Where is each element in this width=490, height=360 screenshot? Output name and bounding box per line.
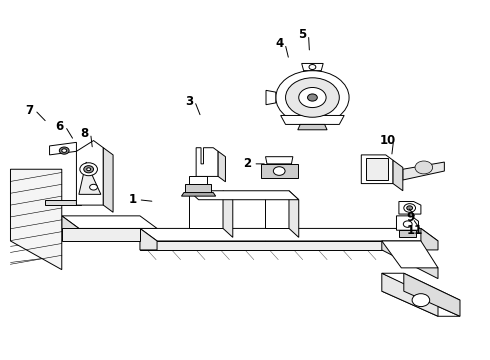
Text: 6: 6: [55, 120, 63, 133]
Circle shape: [407, 206, 413, 210]
Polygon shape: [79, 162, 101, 194]
Circle shape: [273, 167, 285, 175]
Polygon shape: [404, 273, 460, 316]
Polygon shape: [266, 90, 276, 105]
Polygon shape: [218, 151, 225, 182]
Polygon shape: [10, 169, 62, 270]
Polygon shape: [140, 241, 421, 250]
Circle shape: [62, 149, 67, 152]
Polygon shape: [76, 140, 103, 205]
Polygon shape: [382, 241, 438, 279]
Polygon shape: [382, 241, 438, 268]
Polygon shape: [396, 216, 418, 230]
Polygon shape: [302, 63, 323, 71]
Polygon shape: [49, 142, 76, 155]
Circle shape: [59, 147, 69, 154]
Polygon shape: [382, 273, 460, 300]
Text: 5: 5: [298, 28, 307, 41]
Polygon shape: [403, 162, 444, 180]
Polygon shape: [281, 116, 344, 125]
Polygon shape: [382, 291, 460, 316]
Polygon shape: [289, 191, 299, 237]
Polygon shape: [62, 216, 157, 228]
Circle shape: [415, 161, 433, 174]
Polygon shape: [181, 193, 216, 196]
Text: 1: 1: [128, 193, 137, 206]
Polygon shape: [196, 148, 218, 176]
Circle shape: [84, 166, 94, 173]
Polygon shape: [189, 191, 299, 200]
Circle shape: [80, 163, 98, 176]
Polygon shape: [399, 202, 421, 214]
Polygon shape: [393, 160, 403, 191]
Polygon shape: [261, 164, 298, 178]
Circle shape: [403, 221, 412, 227]
Polygon shape: [366, 158, 388, 180]
Polygon shape: [266, 157, 293, 164]
Polygon shape: [298, 125, 327, 130]
Polygon shape: [265, 191, 289, 228]
Circle shape: [308, 94, 318, 101]
Polygon shape: [399, 230, 416, 237]
Polygon shape: [103, 148, 113, 212]
Polygon shape: [140, 228, 438, 241]
Polygon shape: [185, 184, 211, 193]
Circle shape: [276, 71, 349, 125]
Polygon shape: [361, 155, 393, 184]
Text: 9: 9: [406, 211, 414, 224]
Circle shape: [299, 87, 326, 108]
Polygon shape: [223, 191, 233, 237]
Circle shape: [286, 78, 339, 117]
Text: 10: 10: [380, 134, 396, 147]
Text: 8: 8: [81, 127, 89, 140]
Polygon shape: [62, 216, 79, 241]
Polygon shape: [45, 200, 81, 205]
Text: 7: 7: [25, 104, 33, 117]
Circle shape: [412, 294, 430, 307]
Polygon shape: [189, 191, 223, 228]
Polygon shape: [62, 228, 140, 241]
Text: 11: 11: [407, 224, 423, 237]
Circle shape: [87, 168, 91, 171]
Polygon shape: [382, 273, 438, 316]
Text: 2: 2: [244, 157, 251, 170]
Circle shape: [404, 204, 416, 212]
Polygon shape: [189, 176, 207, 184]
Circle shape: [309, 64, 316, 69]
Text: 4: 4: [275, 37, 283, 50]
Polygon shape: [421, 228, 438, 250]
Polygon shape: [140, 228, 157, 250]
Text: 3: 3: [185, 95, 193, 108]
Circle shape: [90, 184, 98, 190]
